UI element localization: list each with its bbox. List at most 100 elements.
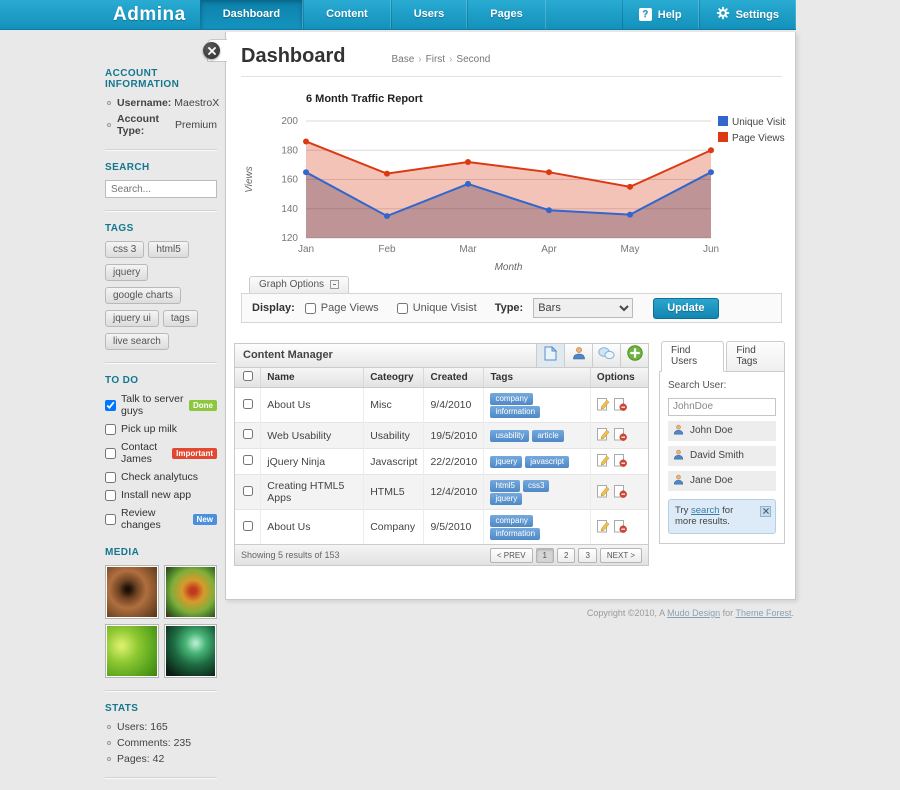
content-tag[interactable]: information: [490, 406, 541, 418]
todo-checkbox[interactable]: [105, 447, 116, 459]
todo-checkbox[interactable]: [105, 471, 116, 483]
edit-button[interactable]: [596, 427, 610, 444]
delete-button[interactable]: [613, 484, 627, 501]
page-button-1[interactable]: 1: [535, 547, 554, 563]
todo-checkbox[interactable]: [105, 399, 116, 411]
delete-button[interactable]: [613, 427, 627, 444]
breadcrumb-item[interactable]: First: [425, 54, 446, 65]
search-input[interactable]: [105, 180, 217, 198]
display-checkbox[interactable]: [396, 302, 408, 314]
content-tag[interactable]: css3: [523, 480, 550, 492]
todo-checkbox[interactable]: [105, 423, 116, 435]
content-tag[interactable]: javascript: [525, 456, 570, 468]
content-tag[interactable]: company: [490, 393, 533, 405]
user-result[interactable]: Jane Doe: [668, 470, 776, 491]
comments-button[interactable]: [592, 344, 620, 367]
cell-name: About Us: [260, 387, 364, 423]
delete-button[interactable]: [613, 397, 627, 414]
document-icon: [544, 345, 558, 366]
green-abstract-thumbnail[interactable]: [105, 624, 159, 678]
edit-button[interactable]: [596, 484, 610, 501]
content-tag[interactable]: article: [532, 430, 564, 442]
settings-button[interactable]: Settings: [698, 0, 796, 29]
search-user-input[interactable]: [668, 397, 776, 416]
fractal-flower-thumbnail[interactable]: [163, 565, 217, 619]
row-checkbox[interactable]: [242, 429, 253, 439]
sidebar-tag[interactable]: jquery ui: [105, 310, 159, 327]
sidebar-tag[interactable]: tags: [162, 310, 198, 327]
sidebar-divider: [105, 690, 217, 691]
users-button[interactable]: [564, 344, 592, 367]
fractal-orange-thumbnail[interactable]: [105, 565, 159, 619]
content-tag[interactable]: usability: [490, 430, 530, 442]
edit-button[interactable]: [596, 519, 610, 536]
marketplace-link[interactable]: Theme Forest: [735, 608, 792, 618]
tab-find-tags[interactable]: Find Tags: [726, 341, 785, 372]
designer-link[interactable]: Mudo Design: [667, 608, 721, 618]
cell-name: Creating HTML5 Apps: [260, 474, 364, 510]
page-button-3[interactable]: 3: [578, 547, 597, 563]
content-tag[interactable]: information: [490, 528, 541, 540]
row-checkbox[interactable]: [242, 455, 253, 465]
add-content-button[interactable]: [620, 344, 648, 367]
account-info-label: Account Type:: [117, 113, 159, 137]
nav-tab-content[interactable]: Content: [303, 0, 391, 29]
edit-button[interactable]: [596, 453, 610, 470]
green-swirl-thumbnail[interactable]: [163, 624, 217, 678]
select-all-checkbox[interactable]: [242, 371, 253, 381]
content-tag[interactable]: jquery: [490, 456, 523, 468]
content-tag[interactable]: jquery: [490, 493, 523, 505]
nav-tab-dashboard[interactable]: Dashboard: [199, 0, 304, 29]
svg-text:160: 160: [281, 175, 298, 186]
sidebar-tag[interactable]: live search: [105, 333, 169, 350]
delete-button[interactable]: [613, 453, 627, 470]
graph-options-tab[interactable]: Graph Options: [249, 276, 350, 293]
page-button-2[interactable]: 2: [557, 547, 576, 563]
dismiss-info-button[interactable]: [760, 505, 771, 517]
display-option[interactable]: Unique Visist: [396, 302, 477, 314]
todo-checkbox[interactable]: [105, 489, 116, 501]
nav-tab-users[interactable]: Users: [390, 0, 468, 29]
close-sidebar-button[interactable]: [203, 42, 220, 59]
sidebar-divider: [105, 777, 217, 778]
search-info-box: Try search for more results.: [668, 498, 776, 534]
row-checkbox[interactable]: [242, 485, 253, 496]
search-user-label: Search User:: [668, 380, 727, 391]
sidebar-tag[interactable]: html5: [148, 241, 189, 258]
sidebar-tag[interactable]: google charts: [105, 287, 182, 304]
page-button-prev[interactable]: < PREV: [489, 547, 533, 563]
content-tag[interactable]: company: [490, 515, 533, 527]
todo-checkbox[interactable]: [105, 513, 116, 525]
sidebar: ACCOUNT INFORMATION Username: MaestroX Acc…: [95, 32, 225, 790]
media-heading: MEDIA: [105, 547, 140, 558]
tab-find-users[interactable]: Find Users: [661, 341, 725, 372]
display-checkbox[interactable]: [304, 302, 316, 314]
row-checkbox[interactable]: [242, 398, 253, 409]
copyright-text: Copyright ©2010, A: [586, 608, 668, 618]
row-select-cell: [235, 422, 261, 449]
row-checkbox[interactable]: [242, 520, 253, 531]
display-option[interactable]: Page Views: [304, 302, 379, 314]
page-button-next[interactable]: NEXT >: [599, 547, 642, 563]
documents-button[interactable]: [536, 344, 564, 367]
help-button[interactable]: ? Help: [621, 0, 699, 29]
sidebar-tag[interactable]: jquery: [105, 264, 149, 281]
delete-button[interactable]: [613, 519, 627, 536]
breadcrumb-item[interactable]: Base: [391, 54, 415, 65]
todo-list: Talk to server guys Done Pick up milk Conta…: [105, 393, 217, 531]
edit-button[interactable]: [596, 397, 610, 414]
nav-tab-pages[interactable]: Pages: [467, 0, 546, 29]
main-panel: Dashboard Base › First › Second 6 Month Traf…: [225, 32, 796, 600]
table-row: jQuery Ninja Javascript 22/2/2010 jquery jav…: [235, 448, 648, 475]
content-tag[interactable]: html5: [490, 480, 520, 492]
sidebar-tag[interactable]: css 3: [105, 241, 145, 258]
page-title: Dashboard: [241, 45, 346, 67]
copyright-text: .: [791, 608, 794, 618]
update-button[interactable]: Update: [653, 297, 719, 319]
user-result[interactable]: John Doe: [668, 420, 776, 441]
bullet-icon: [107, 757, 111, 761]
graph-type-select[interactable]: Bars: [533, 298, 634, 318]
bullet-icon: [107, 101, 111, 105]
search-more-link[interactable]: search: [691, 504, 720, 516]
user-result[interactable]: David Smith: [668, 445, 776, 466]
